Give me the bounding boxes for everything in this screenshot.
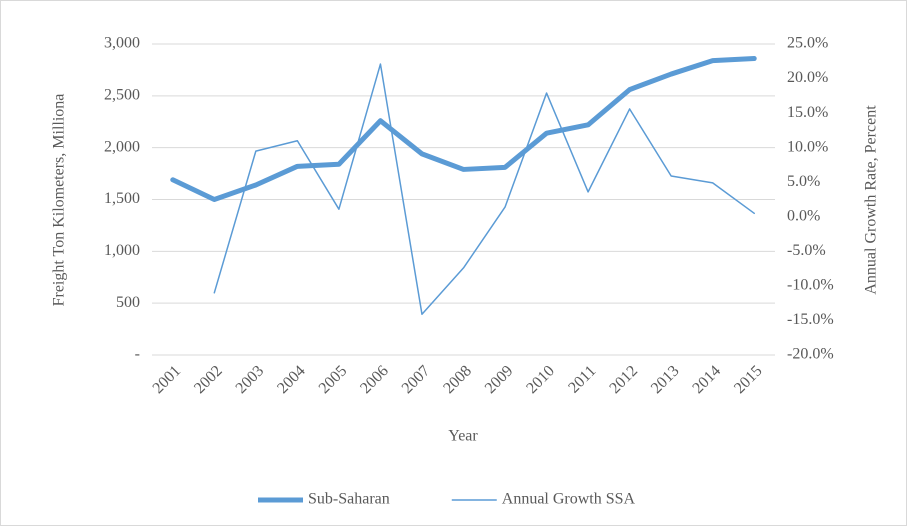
y-tick-label: 500 (116, 294, 140, 311)
y2-tick-label: -15.0% (787, 311, 834, 328)
y2-tick-label: 0.0% (787, 207, 820, 224)
y-tick-label: 1,500 (104, 190, 140, 207)
y2-tick-label: 15.0% (787, 104, 828, 121)
y2-tick-label: 25.0% (787, 35, 828, 52)
y2-tick-label: -5.0% (787, 242, 826, 259)
y2-tick-label: -10.0% (787, 277, 834, 294)
y-tick-label: 2,000 (104, 138, 140, 155)
x-axis-title: Year (448, 428, 478, 445)
y2-tick-label: 10.0% (787, 138, 828, 155)
y-tick-label: 3,000 (104, 35, 140, 52)
y2-tick-label: 5.0% (787, 173, 820, 190)
y2-tick-label: 20.0% (787, 69, 828, 86)
legend-label: Sub-Saharan (308, 491, 390, 508)
y-axis-title: Freight Ton Kilometers, Milliona (51, 94, 68, 307)
y2-axis-title: Annual Growth Rate, Percent (863, 105, 880, 295)
y-tick-label: 2,500 (104, 87, 140, 104)
series-line (170, 56, 757, 202)
y-tick-label: - (135, 346, 140, 363)
y-tick-label: 1,000 (104, 242, 140, 259)
y2-tick-label: -20.0% (787, 346, 834, 363)
series-line (213, 63, 755, 315)
legend-label: Annual Growth SSA (502, 491, 636, 508)
